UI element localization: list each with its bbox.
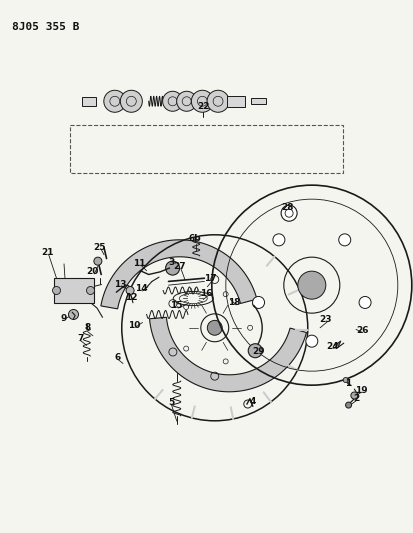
Polygon shape — [150, 317, 306, 392]
Circle shape — [69, 310, 78, 319]
Text: 28: 28 — [281, 204, 293, 212]
Bar — [251, 98, 266, 104]
Bar — [54, 278, 93, 303]
Circle shape — [359, 296, 371, 309]
Text: 8: 8 — [84, 323, 91, 332]
Text: 27: 27 — [173, 262, 186, 271]
Text: 24: 24 — [326, 342, 339, 351]
Text: 19: 19 — [355, 386, 368, 394]
Bar — [70, 125, 343, 173]
Text: 1: 1 — [344, 379, 351, 387]
Text: 18: 18 — [228, 298, 241, 307]
Text: 20: 20 — [87, 268, 99, 276]
Circle shape — [253, 296, 265, 309]
Text: 10: 10 — [128, 321, 140, 329]
Text: 21: 21 — [41, 248, 54, 257]
Circle shape — [104, 90, 126, 112]
Circle shape — [207, 320, 222, 335]
Text: 9: 9 — [61, 314, 67, 323]
Text: 8J05 355 B: 8J05 355 B — [12, 22, 79, 32]
Circle shape — [298, 271, 326, 299]
Bar — [82, 97, 96, 106]
Circle shape — [163, 91, 183, 111]
Circle shape — [343, 377, 348, 383]
Text: 16: 16 — [200, 289, 213, 297]
Circle shape — [351, 392, 358, 399]
Circle shape — [52, 286, 61, 295]
Circle shape — [281, 205, 297, 221]
Circle shape — [191, 90, 214, 112]
Text: 6b: 6b — [189, 235, 201, 243]
Text: 23: 23 — [319, 316, 332, 324]
Circle shape — [86, 286, 95, 295]
Circle shape — [126, 286, 134, 295]
Text: 13: 13 — [114, 280, 127, 289]
Text: 7: 7 — [77, 334, 84, 343]
Text: 6: 6 — [114, 353, 121, 361]
Circle shape — [207, 90, 229, 112]
Text: 12: 12 — [125, 293, 138, 302]
Text: 15: 15 — [171, 302, 183, 310]
Circle shape — [177, 91, 197, 111]
Circle shape — [248, 344, 262, 358]
Text: 11: 11 — [133, 259, 146, 268]
Text: 17: 17 — [204, 274, 217, 282]
Circle shape — [273, 234, 285, 246]
Text: 3: 3 — [168, 259, 175, 267]
Text: 4: 4 — [249, 397, 256, 406]
Text: 14: 14 — [135, 285, 147, 293]
Circle shape — [346, 402, 351, 408]
Text: 5: 5 — [168, 398, 175, 407]
Bar — [227, 96, 245, 107]
Text: 2: 2 — [353, 394, 359, 403]
Circle shape — [94, 257, 102, 265]
Text: 22: 22 — [197, 102, 209, 111]
Text: 26: 26 — [356, 326, 369, 335]
Circle shape — [120, 90, 142, 112]
Circle shape — [306, 335, 318, 347]
Text: 29: 29 — [252, 348, 264, 356]
Circle shape — [166, 261, 180, 275]
Polygon shape — [101, 240, 257, 309]
Circle shape — [339, 234, 351, 246]
Text: 25: 25 — [94, 243, 106, 252]
